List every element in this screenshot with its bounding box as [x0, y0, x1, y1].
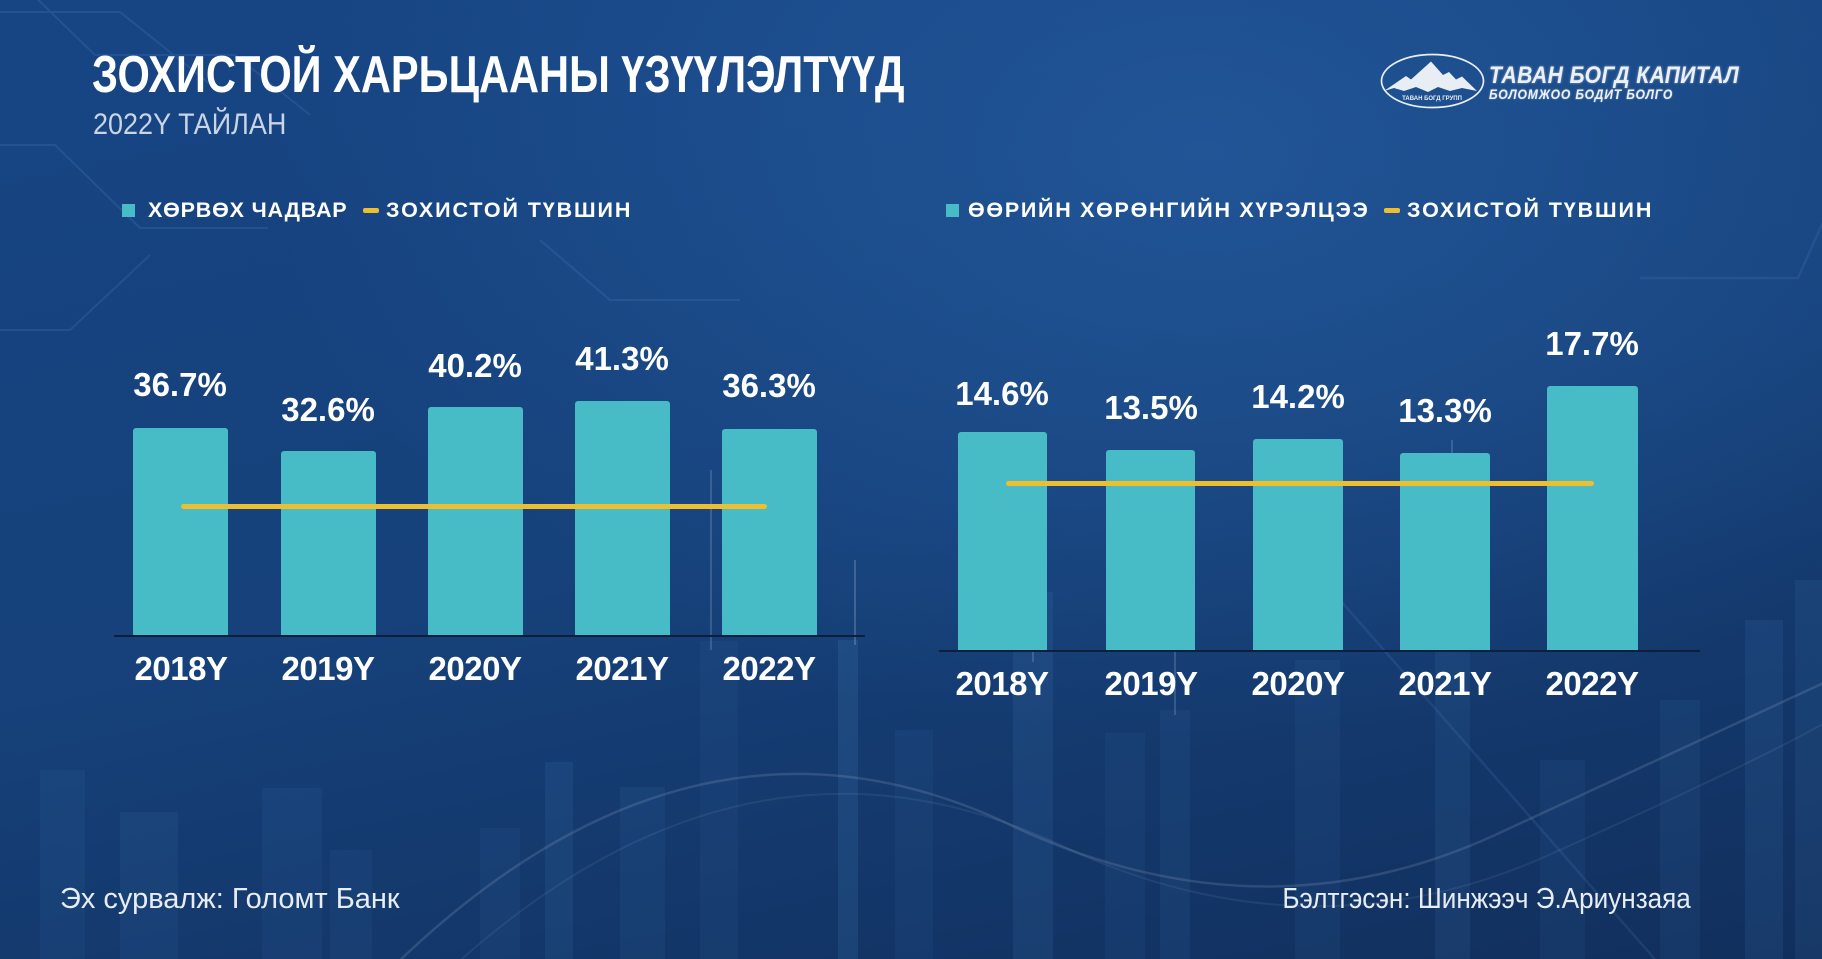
- svg-text:ТАВАН БОГД ГРУПП: ТАВАН БОГД ГРУПП: [1402, 96, 1462, 102]
